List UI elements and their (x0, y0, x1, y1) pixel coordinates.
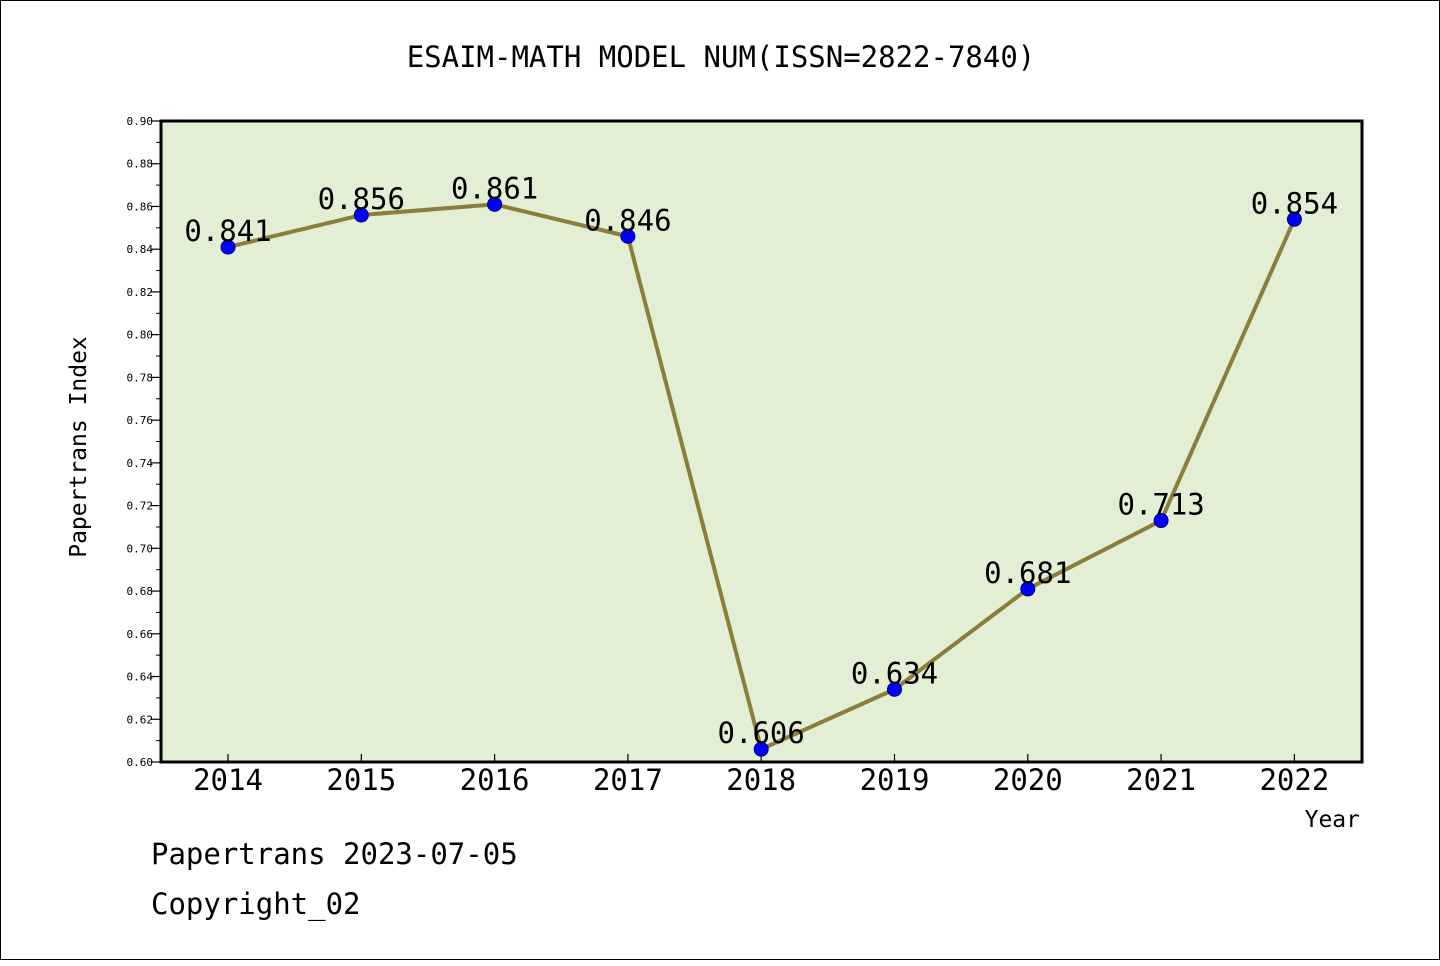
x-axis-label: Year (1305, 807, 1360, 833)
y-tick-label: 0.66 (127, 628, 154, 641)
data-point (620, 228, 636, 244)
x-tick-label: 2017 (593, 763, 663, 797)
data-point (1020, 581, 1036, 597)
x-axis: 2014 2015 2016 2017 2018 2019 2020 2021 2022 (193, 754, 1329, 797)
data-label: 0.713 (1117, 488, 1204, 522)
x-tick-label: 2020 (993, 763, 1063, 797)
data-label: 0.681 (984, 556, 1071, 590)
y-tick-label: 0.80 (127, 329, 154, 342)
y-tick-label: 0.62 (127, 713, 154, 726)
plot-area (159, 119, 1364, 764)
y-tick-label: 0.60 (127, 756, 154, 769)
y-tick-label: 0.76 (127, 414, 154, 427)
y-tick-label: 0.82 (127, 286, 154, 299)
x-tick-label: 2015 (326, 763, 396, 797)
x-tick-label: 2014 (193, 763, 263, 797)
data-label: 0.606 (718, 716, 805, 750)
data-label: 0.634 (851, 656, 938, 690)
data-label: 0.861 (451, 171, 538, 205)
data-label: 0.846 (584, 203, 671, 237)
x-tick-label: 2022 (1259, 763, 1329, 797)
data-point (1286, 211, 1302, 227)
x-tick-label: 2016 (460, 763, 530, 797)
x-tick-label: 2019 (860, 763, 930, 797)
data-point (887, 681, 902, 697)
data-point (220, 239, 236, 255)
y-tick-label: 0.64 (127, 671, 154, 684)
x-tick-label: 2018 (726, 763, 796, 797)
data-label: 0.856 (318, 182, 405, 216)
data-label: 0.841 (184, 214, 271, 248)
data-point (1153, 513, 1169, 529)
y-tick-label: 0.88 (127, 158, 154, 171)
data-point (353, 207, 369, 223)
y-tick-label: 0.78 (127, 371, 154, 384)
y-axis: 0.60 0.62 0.64 0.66 0.68 0.70 0.72 0.74 0.76 0.78… (127, 115, 161, 769)
y-tick-label: 0.90 (127, 115, 154, 128)
y-tick-label: 0.86 (127, 200, 154, 213)
y-tick-label: 0.74 (127, 457, 154, 470)
y-tick-label: 0.84 (127, 243, 154, 256)
data-point (753, 741, 769, 757)
footer-copyright: Copyright_02 (151, 887, 361, 921)
y-tick-label: 0.72 (127, 500, 154, 513)
data-series: 0.841 0.856 0.861 0.846 0.606 0.634 0.681 0.713… (184, 171, 1338, 757)
chart-title: ESAIM-MATH MODEL NUM(ISSN=2822-7840) (407, 40, 1036, 74)
data-point (487, 196, 503, 212)
y-axis-label: Papertrans Index (66, 336, 92, 558)
footer-date: Papertrans 2023-07-05 (151, 837, 518, 871)
data-label: 0.854 (1251, 186, 1338, 220)
x-tick-label: 2021 (1126, 763, 1196, 797)
y-tick-label: 0.68 (127, 585, 154, 598)
y-tick-label: 0.70 (127, 542, 154, 555)
